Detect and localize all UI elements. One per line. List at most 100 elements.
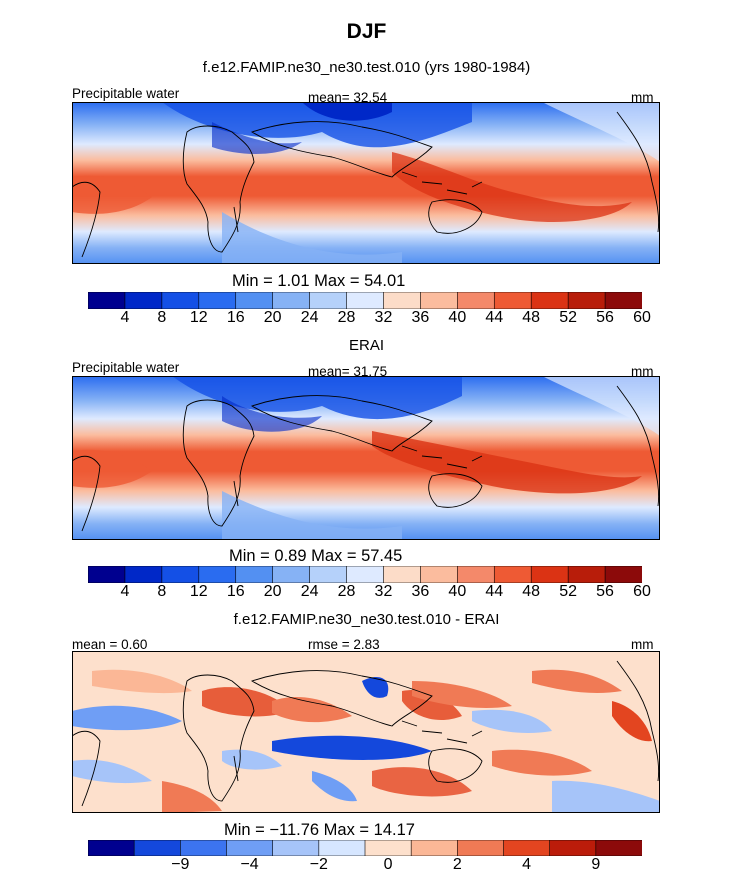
- colorbar-swatch: [420, 566, 458, 583]
- colorbar-tick-label: −2: [309, 856, 328, 873]
- colorbar-swatch: [161, 292, 200, 309]
- panel-2-subtitle: ERAI: [348, 337, 384, 354]
- colorbar-tick-label: 60: [633, 309, 651, 326]
- colorbar-swatch: [567, 292, 606, 309]
- panel-1-subtitle: f.e12.FAMIP.ne30_ne30.test.010 (yrs 1980…: [202, 59, 531, 76]
- colorbar-swatch: [595, 840, 642, 856]
- colorbar-tick-label: 52: [559, 583, 578, 600]
- colorbar-tick-label: 4: [522, 856, 532, 873]
- colorbar-tick-label: 48: [522, 309, 541, 326]
- panel-2-minmax: Min = 0.89 Max = 57.45: [229, 547, 403, 565]
- figure-title: DJF: [346, 20, 387, 43]
- colorbar-swatch: [383, 566, 422, 583]
- colorbar-tick-label: 40: [448, 309, 467, 326]
- colorbar-tick-label: 12: [189, 583, 208, 600]
- panel-1-unit-label: mm: [631, 90, 654, 105]
- panel-1-contour-blobs: [72, 102, 660, 264]
- panel-3-mean-label: mean = 0.60: [72, 637, 148, 652]
- colorbar-swatch: [457, 292, 495, 309]
- colorbar-tick-label: 44: [485, 309, 504, 326]
- colorbar-tick-label: −4: [240, 856, 259, 873]
- colorbar-swatch: [124, 292, 163, 309]
- colorbar-swatch: [235, 292, 274, 309]
- colorbar-swatch: [346, 292, 385, 309]
- colorbar-tick-label: 20: [263, 583, 282, 600]
- colorbar-swatch: [530, 292, 569, 309]
- colorbar-swatch: [420, 292, 458, 309]
- colorbar-tick-label: 12: [189, 309, 208, 326]
- panel-2-unit-label: mm: [631, 364, 654, 379]
- colorbar-swatch: [272, 292, 311, 309]
- colorbar-swatch: [567, 566, 606, 583]
- colorbar-swatch: [161, 566, 200, 583]
- panel-3-unit-label: mm: [631, 637, 654, 652]
- panel-2-variable-label: Precipitable water: [72, 360, 180, 375]
- colorbar-tick-label: 8: [157, 309, 167, 326]
- panel-3-map: [72, 651, 660, 813]
- colorbar-tick-label: 52: [559, 309, 578, 326]
- colorbar-swatch: [235, 566, 274, 583]
- colorbar-tick-label: 48: [522, 583, 541, 600]
- colorbar-tick-label: 32: [374, 309, 393, 326]
- colorbar-swatch: [272, 566, 311, 583]
- panel-3-coastlines: [72, 660, 660, 807]
- colorbar-swatch: [346, 566, 385, 583]
- colorbar-tick-label: 56: [596, 309, 614, 326]
- panel-3-colorbar: [88, 840, 642, 856]
- panel-3-minmax: Min = −11.76 Max = 14.17: [224, 821, 415, 839]
- colorbar-swatch: [604, 566, 642, 583]
- colorbar-swatch: [493, 566, 532, 583]
- colorbar-swatch: [309, 292, 348, 309]
- panel-2-coastlines: [72, 385, 660, 532]
- colorbar-tick-label: 28: [337, 309, 356, 326]
- panel-1-colorbar: [88, 292, 642, 309]
- colorbar-swatch: [198, 292, 237, 309]
- panel-1-map: [72, 102, 660, 264]
- colorbar-swatch: [88, 840, 135, 856]
- panel-3-contour-blobs: [72, 669, 660, 813]
- panel-1-mean-label: mean= 32.54: [308, 90, 388, 105]
- colorbar-tick-label: 0: [383, 856, 393, 873]
- panel-3-subtitle: f.e12.FAMIP.ne30_ne30.test.010 - ERAI: [233, 611, 500, 628]
- colorbar-swatch: [318, 840, 366, 856]
- colorbar-tick-label: 9: [591, 856, 601, 873]
- panel-2-colorbar: [88, 566, 642, 583]
- colorbar-tick-label: −9: [171, 856, 190, 873]
- colorbar-swatch: [503, 840, 551, 856]
- colorbar-tick-label: 28: [337, 583, 356, 600]
- colorbar-tick-label: 16: [226, 309, 245, 326]
- colorbar-swatch: [493, 292, 532, 309]
- colorbar-swatch: [457, 566, 495, 583]
- colorbar-swatch: [530, 566, 569, 583]
- colorbar-tick-label: 36: [411, 583, 430, 600]
- colorbar-swatch: [549, 840, 597, 856]
- colorbar-swatch: [226, 840, 274, 856]
- colorbar-swatch: [410, 840, 458, 856]
- colorbar-tick-label: 16: [226, 583, 245, 600]
- colorbar-tick-label: 60: [633, 583, 651, 600]
- colorbar-tick-label: 2: [452, 856, 462, 873]
- colorbar-swatch: [124, 566, 163, 583]
- colorbar-tick-label: 32: [374, 583, 393, 600]
- colorbar-swatch: [272, 840, 320, 856]
- panel-1-variable-label: Precipitable water: [72, 86, 180, 101]
- colorbar-tick-label: 40: [448, 583, 467, 600]
- panel-1-minmax: Min = 1.01 Max = 54.01: [232, 272, 406, 290]
- colorbar-tick-label: 24: [300, 309, 319, 326]
- colorbar-swatch: [604, 292, 642, 309]
- colorbar-swatch: [133, 840, 181, 856]
- panel-1-coastlines: [72, 111, 660, 258]
- colorbar-swatch: [88, 292, 126, 309]
- colorbar-swatch: [180, 840, 228, 856]
- colorbar-tick-label: 8: [157, 583, 167, 600]
- colorbar-tick-label: 36: [411, 309, 430, 326]
- colorbar-swatch: [457, 840, 505, 856]
- colorbar-tick-label: 20: [263, 309, 282, 326]
- colorbar-swatch: [198, 566, 237, 583]
- colorbar-swatch: [364, 840, 412, 856]
- panel-2-map: [72, 376, 660, 540]
- colorbar-tick-label: 56: [596, 583, 614, 600]
- panel-3-rmse-label: rmse = 2.83: [308, 637, 380, 652]
- colorbar-tick-label: 4: [120, 583, 130, 600]
- colorbar-tick-label: 44: [485, 583, 504, 600]
